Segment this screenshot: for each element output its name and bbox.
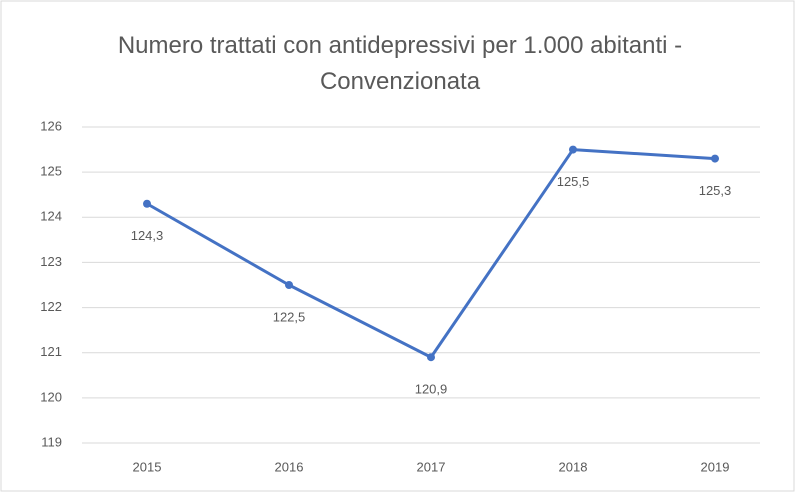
x-tick-label: 2016: [275, 459, 304, 474]
y-tick-label: 125: [40, 164, 62, 179]
series-line: [146, 148, 716, 359]
y-tick-label: 124: [40, 209, 62, 224]
y-tick-label: 122: [40, 299, 62, 314]
data-point: [569, 145, 577, 154]
data-label: 125,3: [699, 183, 732, 198]
data-label: 120,9: [415, 382, 448, 397]
chart-title: Numero trattati con antidepressivi per 1…: [117, 32, 683, 95]
x-tick-label: 2017: [417, 459, 446, 474]
data-label: 124,3: [131, 228, 164, 243]
data-point: [711, 154, 719, 163]
y-tick-label: 121: [40, 344, 62, 359]
data-point: [143, 199, 151, 208]
data-point: [427, 353, 435, 362]
data-label: 125,5: [557, 174, 590, 189]
x-tick-label: 2019: [701, 459, 730, 474]
y-tick-label: 119: [41, 434, 62, 449]
data-point: [285, 281, 293, 289]
y-tick-label: 123: [40, 254, 62, 269]
x-tick-label: 2018: [559, 459, 588, 474]
data-label: 122,5: [273, 309, 306, 324]
y-tick-label: 126: [40, 118, 62, 133]
x-tick-label: 2015: [133, 459, 162, 474]
y-tick-label: 120: [40, 389, 62, 404]
